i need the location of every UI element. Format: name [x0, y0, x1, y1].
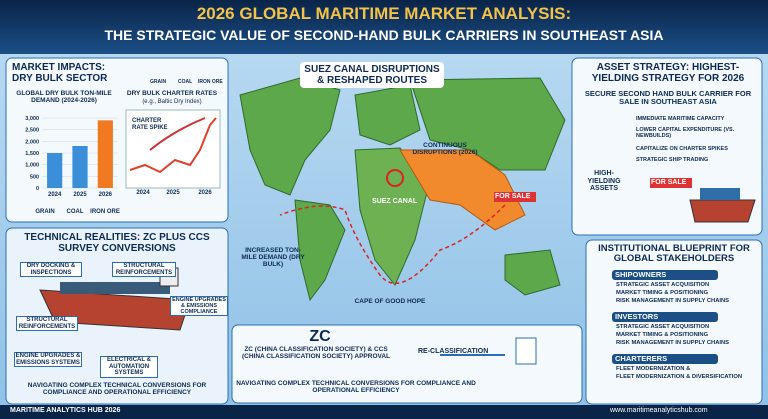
bullet: LOWER CAPITAL EXPENDITURE (VS. NEWBUILDS… — [636, 127, 735, 140]
footer-url: www.maritimeanalyticshub.com — [610, 407, 708, 414]
y-tick-label: 3,000 — [25, 116, 39, 122]
annotation: CHARTER RATE SPIKE — [132, 118, 168, 131]
callout: DRY DOCKING & INSPECTIONS — [20, 262, 82, 278]
cargo-label: COAL — [66, 209, 84, 215]
x-tick-label: 2025 — [166, 190, 180, 196]
chart-subtitle: (e.g., Baltic Dry Index) — [142, 99, 202, 105]
for-sale-sign: FOR SALE — [650, 178, 692, 188]
map-title: SUEZ CANAL DISRUPTIONS & RESHAPED ROUTES — [300, 62, 444, 88]
reclass: RE-CLASSIFICATION — [418, 348, 489, 355]
bullet: CAPITALIZE ON CHARTER SPIKES — [636, 146, 728, 152]
group-name: SHIPOWNERS — [612, 270, 718, 281]
panel-title: INSTITUTIONAL BLUEPRINT FOR GLOBAL STAKE… — [598, 243, 750, 265]
x-tick-label: 2025 — [73, 192, 87, 198]
rates-chart — [125, 109, 221, 189]
x-tick-label: 2026 — [198, 190, 212, 196]
vessel — [39, 188, 756, 331]
bullet: STRATEGIC SHIP TRADING — [636, 157, 709, 163]
y-tick-label: 0 — [36, 186, 39, 192]
group-item: FLEET MODERNIZATION & — [616, 366, 691, 372]
panel — [231, 324, 583, 404]
panel-footer: NAVIGATING COMPLEX TECHNICAL CONVERSIONS… — [27, 382, 207, 397]
for-sale-sign: FOR SALE — [494, 192, 536, 202]
x-tick-label: 2024 — [136, 190, 150, 196]
cargo-label: IRON ORE — [90, 209, 120, 215]
group-item: MARKET TIMING & POSITIONING — [616, 332, 709, 338]
bar — [72, 146, 88, 188]
y-tick-label: 1,500 — [25, 151, 39, 157]
commodity: GRAIN — [150, 79, 167, 85]
approval: ZC (CHINA CLASSIFICATION SOCIETY) & CCS … — [241, 346, 391, 361]
callout: STRUCTURAL REINFORCEMENTS — [112, 262, 176, 278]
map-label: CAPE OF GOOD HOPE — [354, 298, 426, 305]
chart-title: GLOBAL DRY BULK TON-MILE DEMAND (2024-20… — [16, 90, 112, 105]
group-name: CHARTERERS — [612, 354, 718, 365]
header-band — [0, 0, 768, 54]
commodity: COAL — [178, 79, 193, 85]
subtitle: THE STRATEGIC VALUE OF SECOND-HAND BULK … — [104, 27, 664, 43]
assets-label: HIGH-YIELDING ASSETS — [587, 170, 621, 193]
x-tick-label: 2024 — [48, 192, 62, 198]
logo: ZC — [309, 328, 331, 345]
group-item: STRATEGIC ASSET ACQUISITION — [616, 324, 710, 330]
title: 2026 GLOBAL MARITIME MARKET ANALYSIS: — [196, 4, 572, 23]
panel-footer: NAVIGATING COMPLEX TECHNICAL CONVERSIONS… — [236, 380, 476, 395]
y-tick-label: 2,500 — [25, 128, 39, 134]
callout: ENGINE UPGRADES & EMISSIONS SYSTEMS — [14, 352, 82, 368]
map-label: SUEZ CANAL — [372, 198, 418, 205]
callout: STRUCTURAL REINFORCEMENTS — [16, 316, 78, 332]
callout: ENGINE UPGRADES & EMISSIONS COMPLIANCE — [170, 296, 228, 317]
map-label: INCREASED TON-MILE DEMAND (DRY BULK) — [241, 247, 305, 269]
y-tick-label: 500 — [30, 174, 39, 180]
panel-subtitle: SECURE SECOND HAND BULK CARRIER FOR SALE… — [584, 89, 752, 107]
footer-brand: MARITIME ANALYTICS HUB 2026 — [10, 407, 121, 414]
commodity: IRON ORE — [198, 79, 223, 85]
group-item: MARKET TIMING & POSITIONING — [616, 290, 709, 296]
map — [239, 77, 566, 302]
group-item: FLEET MODERNIZATION & DIVERSIFICATION — [616, 374, 743, 380]
panel-title: MARKET IMPACTS: DRY BULK SECTOR — [12, 62, 108, 84]
group-item: RISK MANAGEMENT IN SUPPLY CHAINS — [616, 340, 730, 346]
panel-title: TECHNICAL REALITIES: ZC PLUS CCS SURVEY … — [24, 232, 210, 254]
document-icon — [515, 337, 537, 365]
footer-band — [0, 405, 768, 419]
chart-title: DRY BULK CHARTER RATES — [126, 90, 218, 97]
bar — [97, 120, 113, 188]
group-item: STRATEGIC ASSET ACQUISITION — [616, 282, 710, 288]
bullet: IMMEDIATE MARITIME CAPACITY — [636, 116, 725, 122]
x-tick-label: 2026 — [99, 192, 113, 198]
bar — [47, 153, 63, 188]
callout: ELECTRICAL & AUTOMATION SYSTEMS — [100, 356, 158, 378]
map-label: CONTINUOUS DISRUPTIONS (2026) — [412, 142, 478, 157]
panel-title: ASSET STRATEGY: HIGHEST-YIELDING STRATEG… — [591, 62, 745, 84]
y-tick-label: 1,000 — [25, 163, 39, 169]
y-tick-label: 2,000 — [25, 139, 39, 145]
group-item: RISK MANAGEMENT IN SUPPLY CHAINS — [616, 298, 730, 304]
cargo-label: GRAIN — [35, 209, 55, 215]
group-name: INVESTORS — [612, 312, 718, 323]
